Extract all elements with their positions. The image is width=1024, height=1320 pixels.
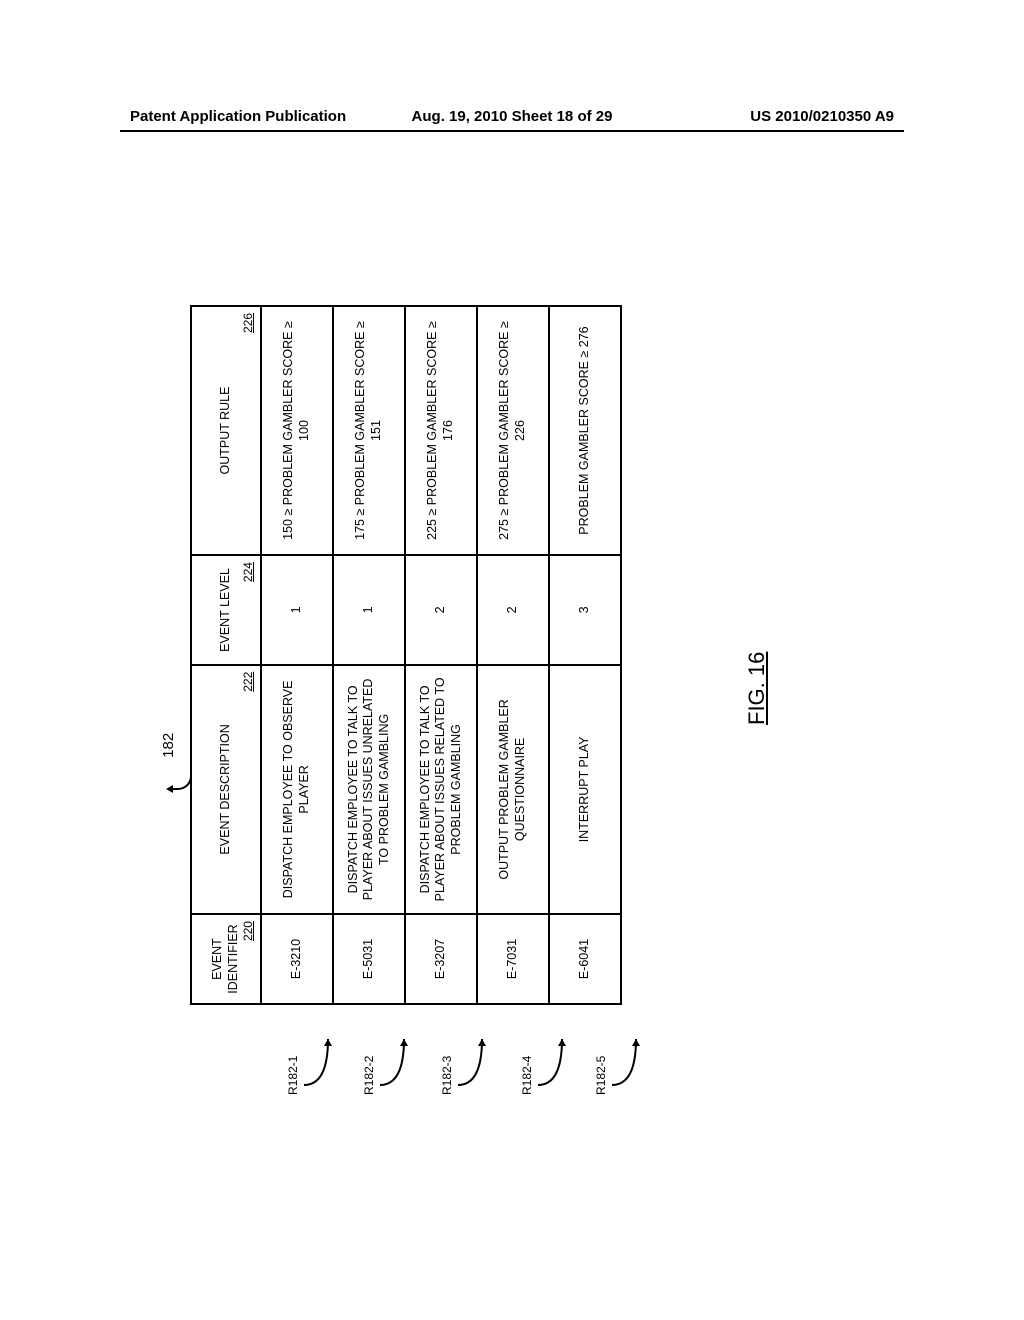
cell-id: E-5031 xyxy=(333,914,405,1004)
cell-rule: 225 ≥ PROBLEM GAMBLER SCORE ≥ 176 xyxy=(405,306,477,555)
cell-rule: 175 ≥ PROBLEM GAMBLER SCORE ≥ 151 xyxy=(333,306,405,555)
arrow-icon xyxy=(376,1029,410,1095)
col-ref: 220 xyxy=(241,921,256,941)
figure-16: 182 EVENT IDENTIFIER 220 EVENT DESCRIPTI… xyxy=(190,305,750,1095)
leader-line-icon xyxy=(168,760,192,790)
figure-caption: FIG. 16 xyxy=(744,652,770,725)
row-ref-1: R182-1 xyxy=(286,1029,334,1095)
col-label: EVENT DESCRIPTION xyxy=(218,724,232,854)
cell-desc: DISPATCH EMPLOYEE TO OBSERVE PLAYER xyxy=(261,665,333,914)
row-ref-text: R182-4 xyxy=(520,1056,534,1095)
cell-lvl: 2 xyxy=(405,555,477,665)
row-ref-2: R182-2 xyxy=(362,1029,410,1095)
sheet-label: Aug. 19, 2010 Sheet 18 of 29 xyxy=(412,108,613,125)
row-ref-text: R182-1 xyxy=(286,1056,300,1095)
cell-desc: OUTPUT PROBLEM GAMBLER QUESTIONNAIRE xyxy=(477,665,549,914)
col-ref: 226 xyxy=(241,313,256,333)
row-ref-3: R182-3 xyxy=(440,1029,488,1095)
arrow-icon xyxy=(534,1029,568,1095)
pub-label: Patent Application Publication xyxy=(130,108,346,125)
table-row: E-6041 INTERRUPT PLAY 3 PROBLEM GAMBLER … xyxy=(549,306,621,1004)
cell-id: E-7031 xyxy=(477,914,549,1004)
cell-desc: DISPATCH EMPLOYEE TO TALK TO PLAYER ABOU… xyxy=(333,665,405,914)
row-ref-text: R182-3 xyxy=(440,1056,454,1095)
col-output-rule: OUTPUT RULE 226 xyxy=(191,306,261,555)
table-row: E-5031 DISPATCH EMPLOYEE TO TALK TO PLAY… xyxy=(333,306,405,1004)
cell-rule: 150 ≥ PROBLEM GAMBLER SCORE ≥ 100 xyxy=(261,306,333,555)
row-ref-4: R182-4 xyxy=(520,1029,568,1095)
event-table: EVENT IDENTIFIER 220 EVENT DESCRIPTION 2… xyxy=(190,305,622,1005)
page-header: Patent Application Publication Aug. 19, … xyxy=(130,108,894,125)
table-row: E-3207 DISPATCH EMPLOYEE TO TALK TO PLAY… xyxy=(405,306,477,1004)
row-ref-text: R182-2 xyxy=(362,1056,376,1095)
col-label: EVENT IDENTIFIER xyxy=(210,924,240,993)
table-row: E-3210 DISPATCH EMPLOYEE TO OBSERVE PLAY… xyxy=(261,306,333,1004)
cell-desc: DISPATCH EMPLOYEE TO TALK TO PLAYER ABOU… xyxy=(405,665,477,914)
cell-rule: PROBLEM GAMBLER SCORE ≥ 276 xyxy=(549,306,621,555)
col-event-level: EVENT LEVEL 224 xyxy=(191,555,261,665)
cell-lvl: 1 xyxy=(261,555,333,665)
col-event-description: EVENT DESCRIPTION 222 xyxy=(191,665,261,914)
patent-number: US 2010/0210350 A9 xyxy=(750,108,894,125)
col-label: OUTPUT RULE xyxy=(218,387,232,475)
arrow-icon xyxy=(454,1029,488,1095)
col-label: EVENT LEVEL xyxy=(218,568,232,652)
cell-rule: 275 ≥ PROBLEM GAMBLER SCORE ≥ 226 xyxy=(477,306,549,555)
table-body: E-3210 DISPATCH EMPLOYEE TO OBSERVE PLAY… xyxy=(261,306,621,1004)
cell-id: E-6041 xyxy=(549,914,621,1004)
cell-lvl: 3 xyxy=(549,555,621,665)
arrow-icon xyxy=(300,1029,334,1095)
row-ref-text: R182-5 xyxy=(594,1056,608,1095)
figure-ref-182: 182 xyxy=(160,733,184,790)
cell-lvl: 1 xyxy=(333,555,405,665)
row-ref-5: R182-5 xyxy=(594,1029,642,1095)
table-row: E-7031 OUTPUT PROBLEM GAMBLER QUESTIONNA… xyxy=(477,306,549,1004)
arrow-icon xyxy=(608,1029,642,1095)
cell-id: E-3207 xyxy=(405,914,477,1004)
col-event-identifier: EVENT IDENTIFIER 220 xyxy=(191,914,261,1004)
cell-id: E-3210 xyxy=(261,914,333,1004)
col-ref: 222 xyxy=(241,672,256,692)
header-rule xyxy=(120,130,904,132)
cell-desc: INTERRUPT PLAY xyxy=(549,665,621,914)
figure-ref-number: 182 xyxy=(160,733,177,758)
table-header-row: EVENT IDENTIFIER 220 EVENT DESCRIPTION 2… xyxy=(191,306,261,1004)
cell-lvl: 2 xyxy=(477,555,549,665)
col-ref: 224 xyxy=(241,562,256,582)
